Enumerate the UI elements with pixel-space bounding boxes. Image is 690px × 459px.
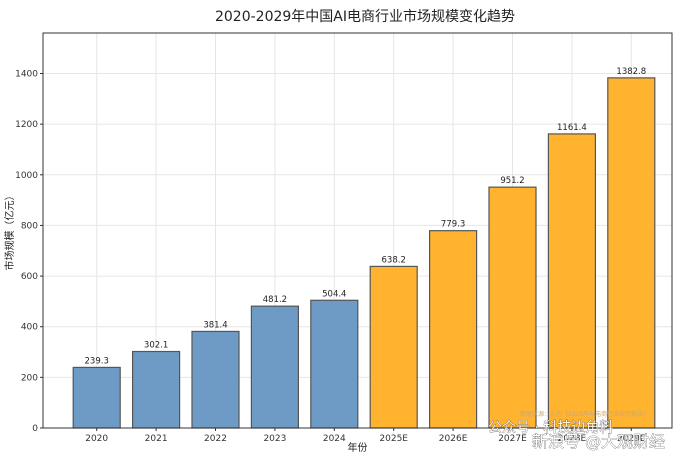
brand-watermark: 新浪号 @大观财经 [532, 432, 665, 451]
y-tick-label: 1400 [15, 70, 38, 80]
x-tick-label: 2028E [558, 434, 587, 444]
bar [369, 265, 418, 429]
y-tick-label: 800 [21, 221, 38, 231]
x-tick-label: 2026E [439, 434, 468, 444]
x-tick-label: 2029E [617, 434, 646, 444]
bar-value-label: 239.3 [85, 356, 109, 366]
bar-value-label: 1382.8 [616, 67, 646, 77]
y-tick-label: 200 [21, 373, 38, 383]
x-tick-label: 2020 [85, 434, 108, 444]
bar-value-label: 481.2 [263, 295, 287, 305]
y-tick-label: 0 [32, 424, 38, 434]
bar [547, 133, 597, 429]
bar-value-label: 504.4 [322, 289, 346, 299]
bar-value-label: 302.1 [144, 341, 168, 351]
y-tick-label: 1000 [15, 171, 38, 181]
y-tick-label: 600 [21, 272, 38, 282]
x-tick-label: 2025E [379, 434, 408, 444]
y-axis-ticks: 0 200 400 600 800 1000 1200 1400 [15, 70, 43, 434]
bar [488, 186, 537, 429]
x-tick-label: 2024 [323, 434, 346, 444]
bars [72, 77, 656, 429]
bar [607, 77, 656, 429]
bar [310, 299, 359, 429]
bar-value-label: 951.2 [500, 176, 524, 186]
data-labels: 239.3 302.1 381.4 481.2 504.4 638.2 779.3 951.2… [85, 67, 647, 367]
x-axis-label: 年份 [348, 441, 368, 454]
bar-value-label: 1161.4 [557, 123, 587, 133]
x-tick-label: 2023 [263, 434, 286, 444]
source-watermark: 数据来源：头豹《2025年AI电商行业研究报告》 [520, 410, 649, 418]
chart-title: 2020-2029年中国AI电商行业市场规模变化趋势 [215, 8, 515, 25]
bar-value-label: 779.3 [441, 220, 465, 230]
account-watermark: 公众号 · 科技边角料 [488, 420, 613, 436]
y-tick-label: 1200 [15, 120, 38, 130]
bar [429, 230, 478, 429]
x-tick-label: 2021 [145, 434, 168, 444]
plot-frame [42, 32, 673, 429]
bar [191, 330, 240, 429]
bar [132, 350, 181, 429]
bar-value-label: 638.2 [382, 255, 406, 265]
y-tick-label: 400 [21, 323, 38, 333]
bar [72, 366, 121, 429]
bar [250, 305, 299, 429]
x-axis-ticks: 2020 2021 2022 2023 2024 2025E 2026E 2027E 2028E… [85, 428, 646, 444]
x-tick-label: 2022 [204, 434, 227, 444]
bar-value-label: 381.4 [203, 320, 227, 330]
y-axis-label: 市场规模（亿元） [3, 191, 16, 271]
x-tick-label: 2027E [498, 434, 527, 444]
